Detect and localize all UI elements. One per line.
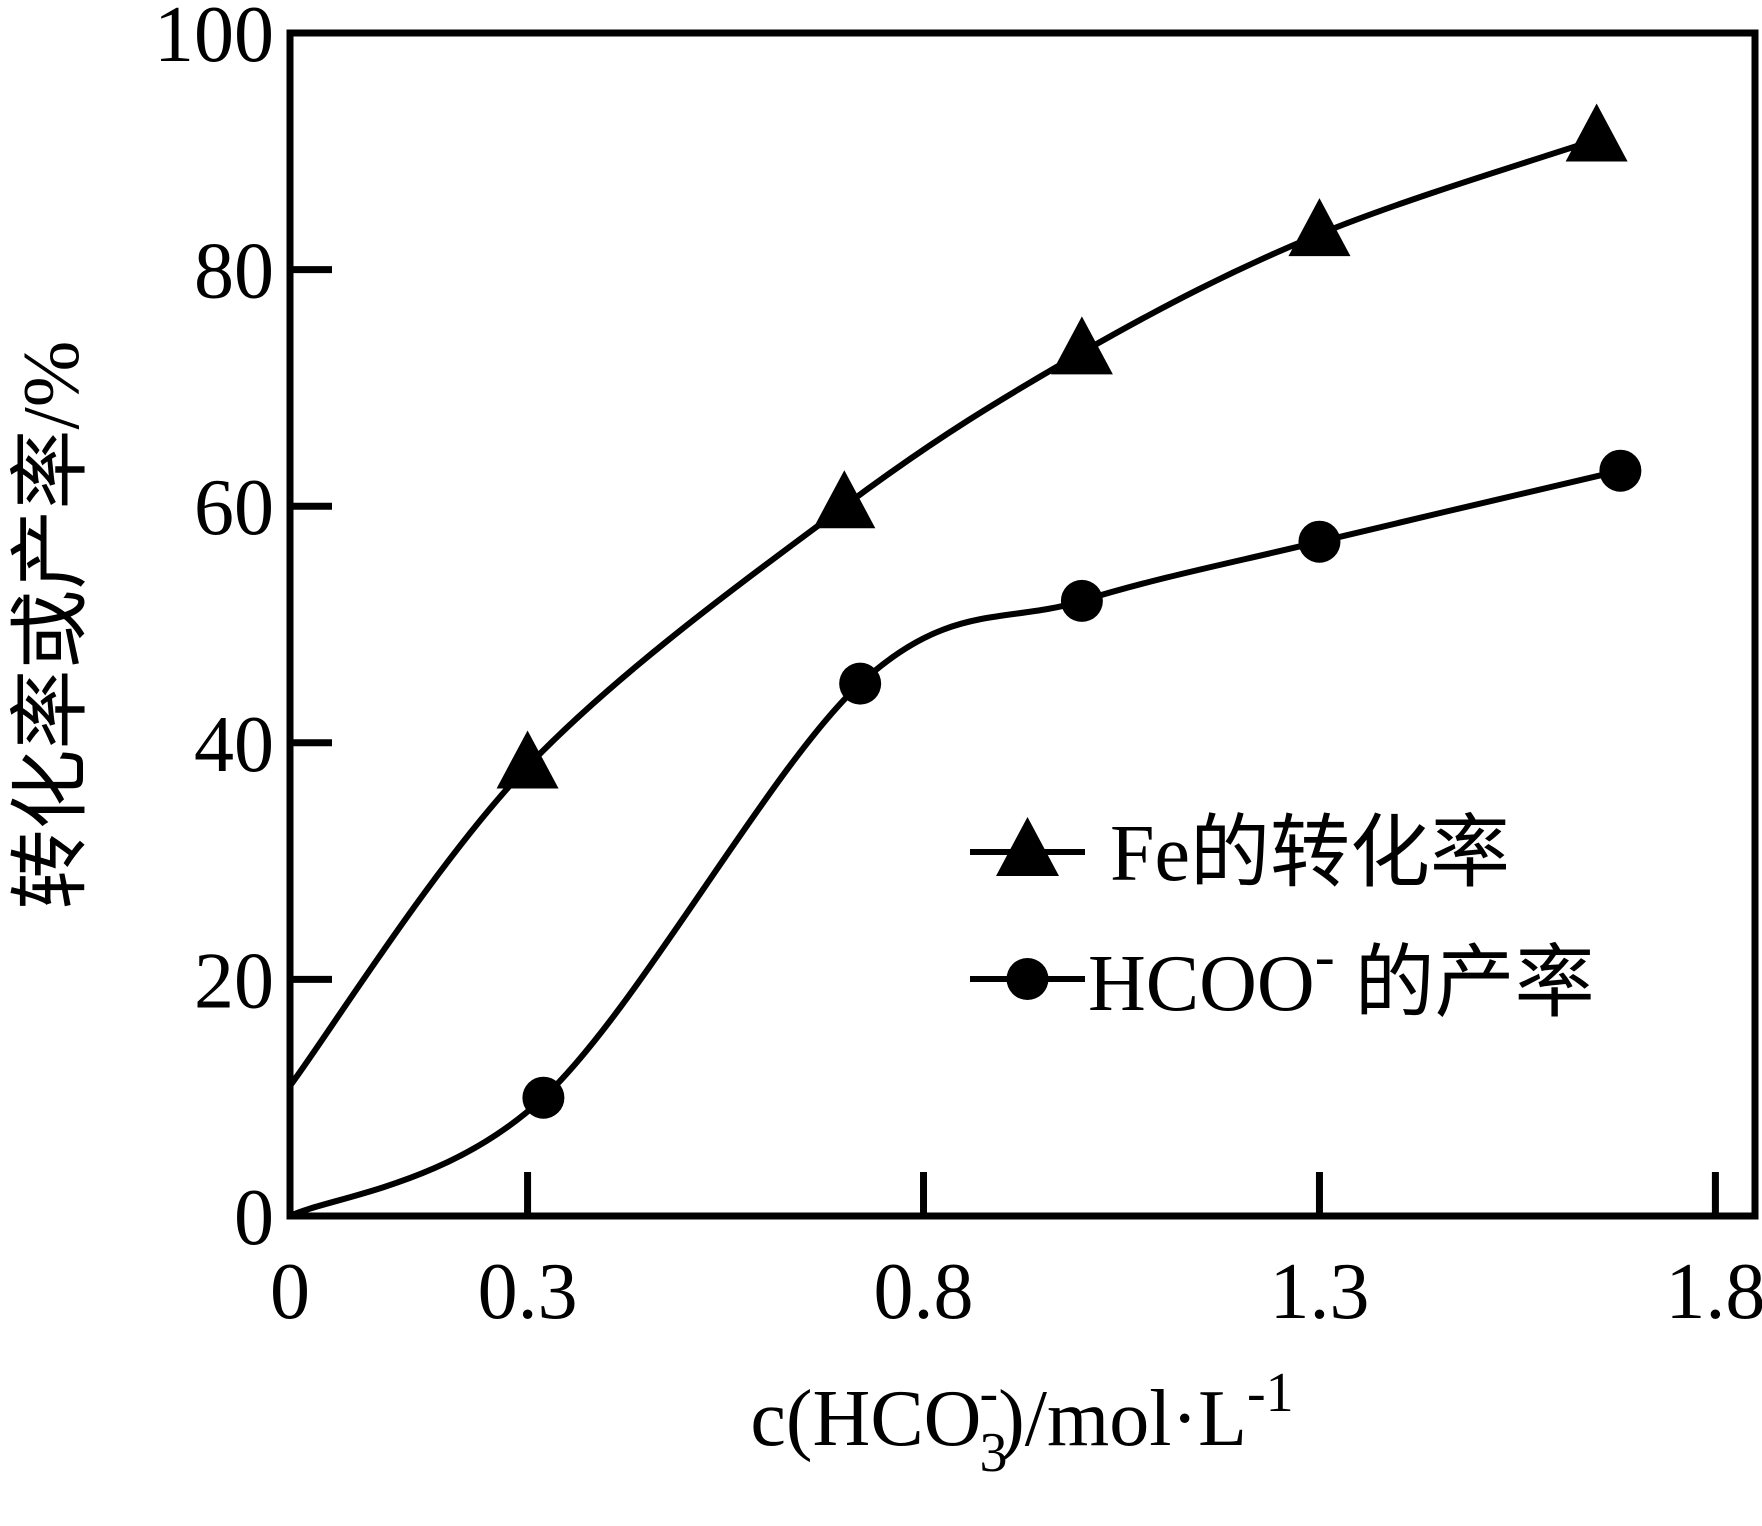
data-point-circle: [1298, 520, 1341, 563]
data-point-circle: [1599, 449, 1642, 492]
x-tick-label: 0.8: [874, 1248, 974, 1336]
x-axis-title-main: c(HCO: [750, 1375, 981, 1463]
data-point-circle: [1060, 579, 1103, 622]
data-point-circle: [522, 1076, 565, 1119]
data-point-triangle: [1565, 103, 1628, 162]
legend-item-fe: Fe的转化率: [970, 810, 1510, 898]
y-tick-label: 60: [194, 464, 274, 552]
y-axis-title: 转化率或产率/%: [8, 341, 96, 910]
x-axis-title-rest: )/mol·L: [998, 1375, 1247, 1463]
legend: Fe的转化率 HCOO- 的产率: [970, 810, 1595, 1028]
x-axis-title: c(HCO3-)/mol·L-1: [750, 1362, 1293, 1484]
x-tick-label: 1.8: [1665, 1248, 1762, 1336]
x-tick-label: 0.3: [478, 1248, 578, 1336]
data-point-triangle: [813, 470, 876, 529]
y-tick-label: 20: [194, 937, 274, 1025]
series-line-1: [287, 136, 1598, 1088]
y-tick-label: 0: [234, 1174, 274, 1262]
x-tick-label: 0: [270, 1248, 310, 1336]
legend-triangle-icon: [996, 817, 1059, 876]
series-line-2: [288, 467, 1622, 1219]
legend-label-hcoo-main: HCOO: [1088, 940, 1315, 1028]
x-axis-title-superscript: -: [979, 1362, 998, 1424]
legend-label-hcoo-sup: -: [1315, 923, 1335, 989]
legend-label-hcoo-rest: 的产率: [1335, 940, 1595, 1028]
legend-label-hcoo: HCOO- 的产率: [1088, 923, 1595, 1028]
y-tick-label: 100: [154, 0, 274, 79]
legend-circle-icon: [1006, 958, 1049, 1000]
data-point-triangle: [496, 730, 559, 789]
x-axis-title-subscript: 3: [979, 1422, 1007, 1484]
legend-label-fe: Fe的转化率: [1110, 810, 1510, 898]
y-axis-ticks: 0 20 40 60 80 100: [154, 0, 332, 1262]
plot-frame: [286, 29, 1759, 1220]
data-point-circle: [839, 662, 882, 705]
series-layer: [287, 103, 1642, 1219]
y-tick-label: 80: [194, 228, 274, 316]
x-axis-title-rest-superscript: -1: [1247, 1362, 1294, 1424]
x-tick-label: 1.3: [1269, 1248, 1369, 1336]
x-axis-ticks: 0 0.3 0.8 1.3 1.8: [270, 1172, 1762, 1336]
y-tick-label: 40: [194, 701, 274, 789]
data-point-triangle: [1288, 198, 1351, 257]
legend-item-hcoo: HCOO- 的产率: [970, 923, 1595, 1028]
data-point-triangle: [1050, 316, 1113, 375]
